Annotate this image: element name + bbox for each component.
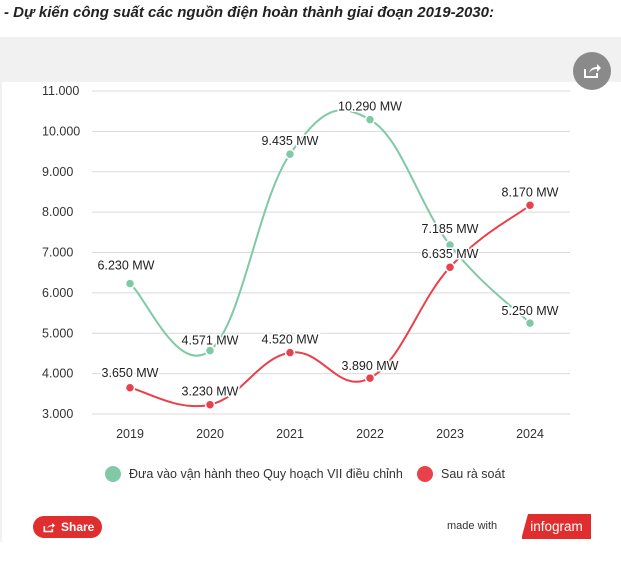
chart-card <box>0 37 621 587</box>
y-tick-label: 8.000 <box>42 205 73 219</box>
data-point-series-1[interactable] <box>124 278 136 289</box>
data-point-series-2[interactable] <box>284 347 296 358</box>
data-point-series-2[interactable] <box>444 261 456 273</box>
y-tick-label: 3.000 <box>42 407 73 421</box>
data-label-series-2: 3.230 MW <box>182 385 239 399</box>
data-point-series-1[interactable] <box>364 114 376 125</box>
x-tick-label: 2023 <box>436 427 464 441</box>
data-point-series-1[interactable] <box>284 148 296 160</box>
chart-card-body <box>2 82 621 587</box>
data-label-series-2: 3.650 MW <box>102 366 159 380</box>
y-tick-label: 6.000 <box>42 286 73 300</box>
chart-legend: Đưa vào vận hành theo Quy hoạch VII điều… <box>0 466 621 486</box>
share-circle-button[interactable] <box>573 52 611 90</box>
page-heading: - Dự kiến công suất các nguồn điện hoàn … <box>4 4 494 21</box>
data-label-series-2: 8.170 MW <box>502 185 559 199</box>
y-tick-label: 11.000 <box>42 84 79 98</box>
data-label-series-1: 6.230 MW <box>98 259 155 273</box>
x-tick-label: 2020 <box>196 427 224 441</box>
share-icon <box>584 64 601 78</box>
y-tick-label: 7.000 <box>42 246 73 260</box>
data-label-series-1: 7.185 MW <box>422 222 479 236</box>
y-tick-label: 4.000 <box>42 367 73 381</box>
line-chart: 3.000 4.000 5.000 6.000 7.000 8.000 9.000 10.00… <box>42 84 570 441</box>
data-label-series-1: 4.571 MW <box>182 334 239 348</box>
data-point-series-2[interactable] <box>524 200 536 211</box>
x-tick-label: 2019 <box>116 427 144 441</box>
legend-item-series-2[interactable]: Sau rà soát <box>417 466 505 482</box>
share-icon <box>43 522 55 533</box>
share-button-label: Share <box>61 520 95 534</box>
data-label-series-2: 3.890 MW <box>342 359 399 373</box>
data-point-series-2[interactable] <box>124 382 136 394</box>
legend-label-series-1: Đưa vào vận hành theo Quy hoạch VII điều… <box>129 467 403 481</box>
data-label-series-2: 4.520 MW <box>262 333 319 347</box>
y-tick-label: 5.000 <box>42 326 73 340</box>
made-with-text: made with <box>447 520 498 532</box>
share-button[interactable]: Share <box>33 516 102 538</box>
x-tick-label: 2024 <box>516 427 544 441</box>
data-point-series-1[interactable] <box>444 239 456 251</box>
x-tick-label: 2022 <box>356 427 384 441</box>
x-tick-label: 2021 <box>276 427 304 441</box>
data-label-series-2: 6.635 MW <box>422 247 479 261</box>
legend-swatch-series-1 <box>105 466 121 482</box>
y-tick-label: 9.000 <box>42 165 73 179</box>
y-tick-label: 10.000 <box>42 124 80 138</box>
legend-label-series-2: Sau rà soát <box>441 467 505 481</box>
data-label-series-1: 5.250 MW <box>502 304 559 318</box>
data-label-series-1: 9.435 MW <box>262 134 319 148</box>
data-point-series-2[interactable] <box>204 399 216 410</box>
data-point-series-1[interactable] <box>204 345 216 356</box>
data-point-series-1[interactable] <box>524 317 536 329</box>
data-label-series-1: 10.290 MW <box>338 100 402 114</box>
legend-swatch-series-2 <box>417 466 433 482</box>
data-point-series-2[interactable] <box>364 372 376 384</box>
legend-item-series-1[interactable]: Đưa vào vận hành theo Quy hoạch VII điều… <box>105 466 403 482</box>
infogram-logo-link[interactable]: infogram <box>522 514 591 539</box>
